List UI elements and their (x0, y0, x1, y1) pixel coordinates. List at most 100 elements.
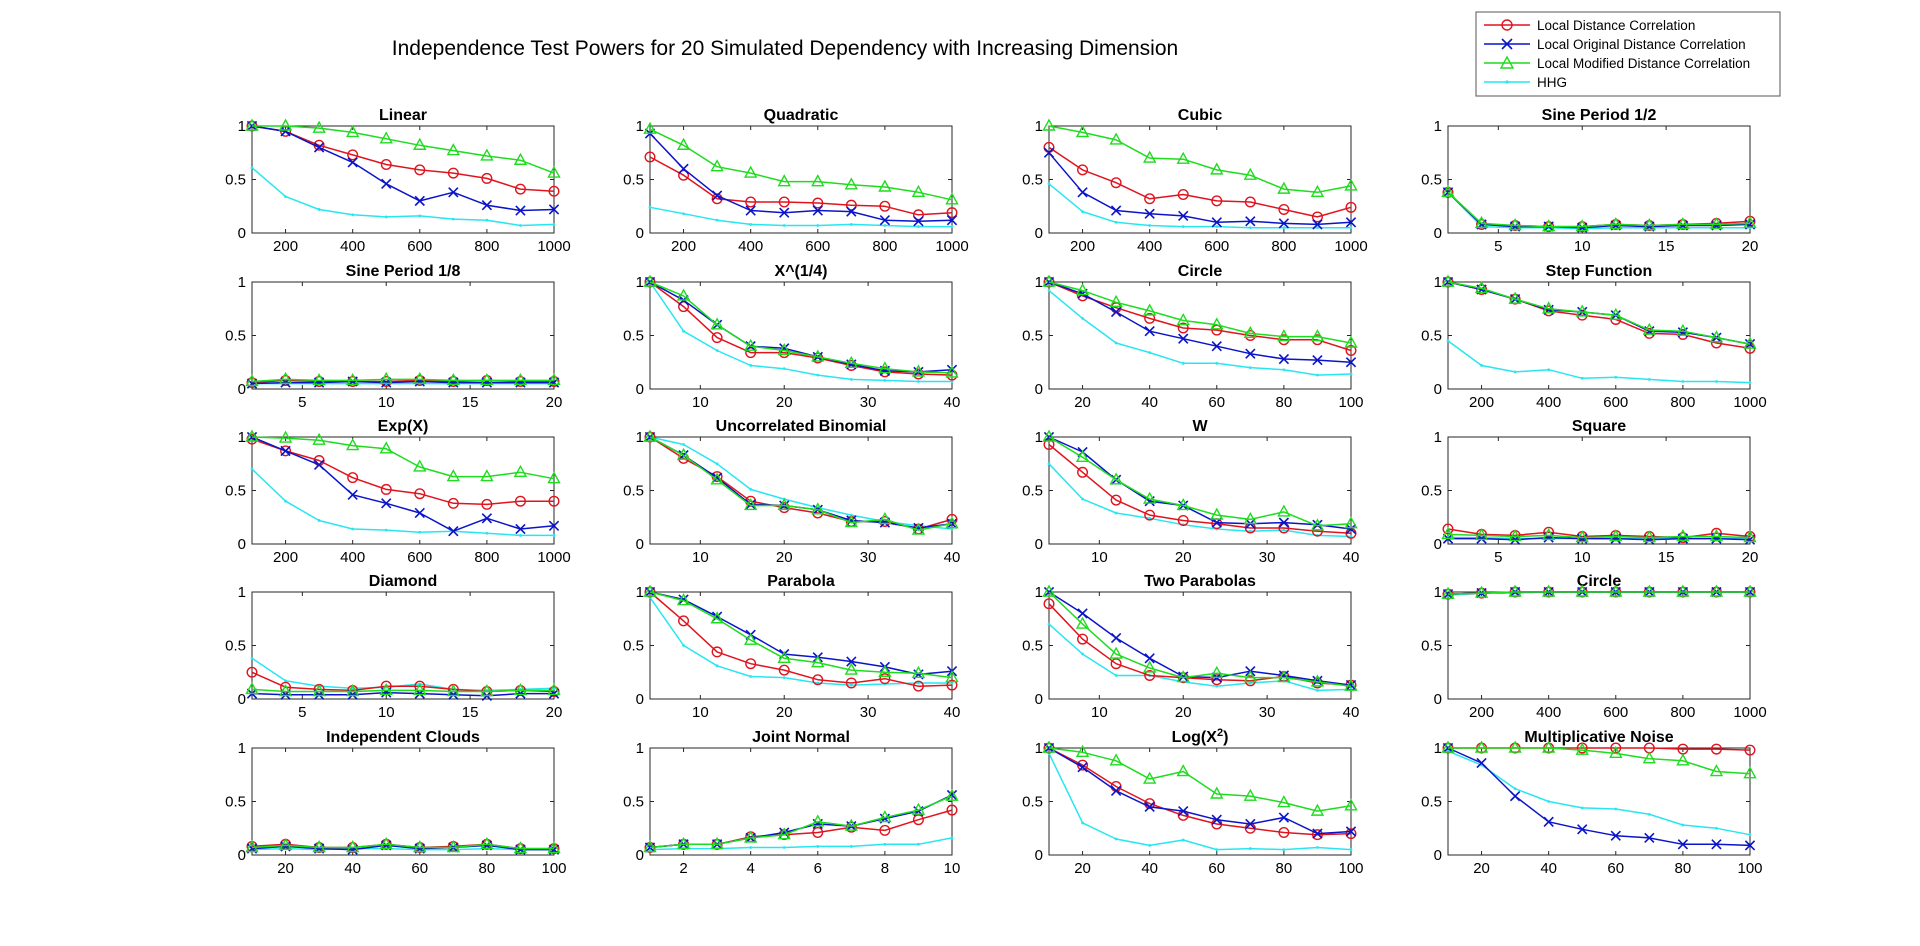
data-point (313, 142, 325, 153)
data-point (1743, 530, 1757, 543)
data-point (1148, 224, 1152, 227)
data-point (779, 207, 790, 218)
data-point (1047, 462, 1051, 466)
series-local-modified-distance-correlation (643, 274, 959, 378)
data-point (1642, 584, 1657, 597)
data-point (1541, 527, 1556, 541)
plot-area (1447, 591, 1751, 700)
y-tick-label: 0 (1434, 536, 1442, 553)
data-point (644, 842, 656, 853)
legend-label-ldc: Local Distance Correlation (1537, 18, 1695, 33)
legend-marker-lodc (1501, 38, 1513, 50)
series-local-original-distance-correlation (644, 128, 958, 227)
series-local-modified-distance-correlation (245, 836, 561, 854)
data-point (379, 836, 393, 849)
series-line (1447, 591, 1750, 595)
data-point (844, 662, 859, 675)
data-point (950, 225, 954, 228)
data-point (1547, 800, 1551, 803)
data-point (1642, 322, 1657, 335)
series-line (251, 844, 554, 851)
subplot-6-x-1-4: X^(1/4) 0 0.5 1 10 20 30 40 (623, 263, 960, 411)
data-point (547, 841, 561, 854)
data-point (1748, 381, 1752, 384)
series-hhg (250, 467, 556, 537)
data-point (1142, 150, 1157, 163)
data-point (380, 159, 392, 171)
x-tick-label: 60 (1607, 860, 1624, 877)
x-tick-label: 40 (944, 704, 961, 721)
data-point (1344, 678, 1358, 691)
data-point (1312, 519, 1323, 530)
subplot-3-cubic: Cubic 0 0.5 1 200 400 600 800 1000 (1022, 107, 1368, 255)
data-point (245, 429, 259, 442)
data-point (1575, 742, 1589, 755)
data-point (1316, 373, 1319, 377)
x-tick-label: 400 (340, 549, 365, 566)
data-point (1310, 518, 1325, 531)
x-tick-label: 15 (462, 704, 479, 721)
data-point (1245, 216, 1256, 227)
series-local-distance-correlation (1043, 141, 1357, 223)
data-point (1345, 217, 1357, 228)
data-point (384, 215, 388, 219)
x-tick-label: 20 (776, 549, 793, 566)
data-point (849, 377, 853, 381)
data-point (1077, 762, 1088, 773)
data-point (446, 143, 461, 156)
data-point (715, 349, 719, 352)
data-point (777, 827, 791, 840)
subplot-7-circle: Circle 0 0.5 1 20 40 60 80 100 (1022, 263, 1363, 411)
series-line (251, 378, 554, 383)
series-local-original-distance-correlation (1442, 742, 1756, 851)
data-point (1176, 670, 1190, 683)
data-point (514, 376, 526, 388)
data-point (845, 821, 857, 833)
series-local-distance-correlation (246, 120, 560, 197)
data-point (1345, 828, 1357, 840)
series-local-modified-distance-correlation (1441, 184, 1757, 232)
data-point (345, 372, 360, 386)
data-point (1709, 529, 1724, 542)
legend-marker-hhg (1505, 80, 1509, 84)
series-hhg (648, 280, 954, 383)
y-tick-label: 0.5 (225, 483, 246, 500)
data-point (1609, 216, 1623, 230)
y-tick-label: 0 (238, 847, 246, 864)
series-line (649, 591, 953, 679)
data-point (1316, 226, 1319, 230)
data-point (678, 169, 690, 181)
y-tick-label: 0.5 (623, 328, 644, 345)
y-tick-label: 1 (238, 274, 246, 291)
data-point (312, 372, 326, 386)
y-tick-label: 1 (1035, 429, 1043, 446)
x-tick-label: 400 (1536, 394, 1561, 411)
data-point (1474, 527, 1489, 541)
plot-area (1447, 436, 1751, 545)
data-point (1676, 584, 1690, 597)
subplot-16-circle: Circle 0 0.5 1 200 400 600 800 1000 (1421, 573, 1767, 721)
subplot-title: Step Function (1546, 263, 1653, 280)
data-point (1344, 178, 1358, 191)
data-point (413, 459, 427, 472)
data-point (1743, 584, 1757, 597)
x-tick-label: 20 (1074, 860, 1091, 877)
x-tick-label: 6 (814, 860, 822, 877)
data-point (643, 584, 657, 597)
series-line (251, 380, 554, 385)
data-point (1176, 764, 1190, 777)
x-tick-label: 100 (1737, 860, 1762, 877)
data-point (777, 343, 791, 356)
x-tick-label: 10 (692, 704, 709, 721)
data-point (1344, 335, 1358, 348)
data-point (351, 527, 355, 531)
x-tick-label: 10 (692, 549, 709, 566)
data-point (513, 152, 528, 165)
subplot-title: X^(1/4) (775, 263, 828, 280)
series-local-modified-distance-correlation (1042, 740, 1358, 816)
data-point (682, 644, 685, 647)
data-point (1681, 380, 1685, 383)
x-tick-label: 20 (1742, 549, 1759, 566)
data-point (1243, 511, 1258, 525)
y-tick-label: 1 (238, 429, 246, 446)
